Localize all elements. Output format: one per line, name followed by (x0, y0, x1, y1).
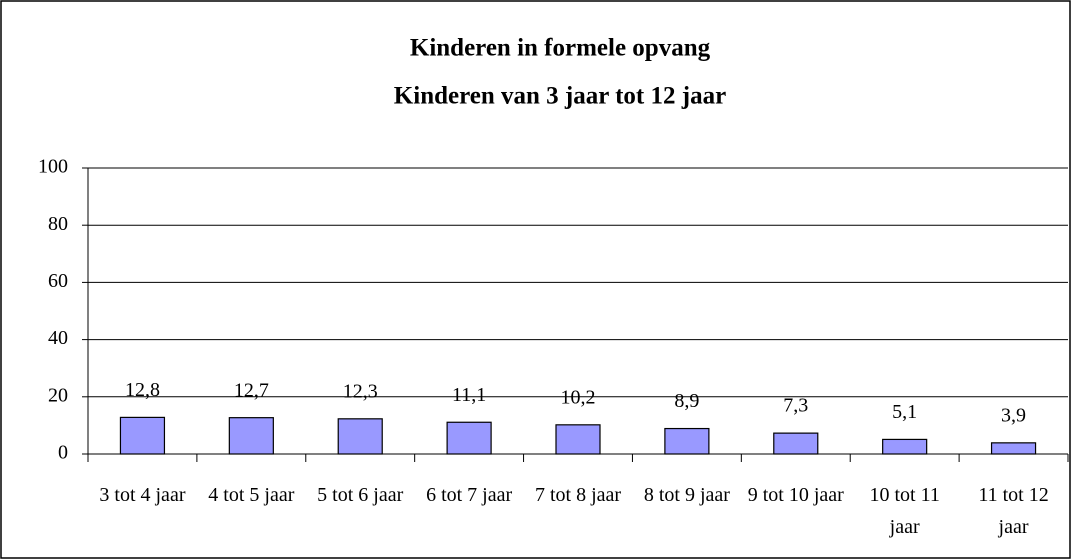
bar (446, 421, 492, 455)
x-tick-label: 7 tot 8 jaar (534, 484, 622, 506)
value-label: 3,9 (1001, 404, 1026, 426)
value-label: 5,1 (892, 401, 917, 423)
value-label: 11,1 (452, 384, 486, 406)
value-label: 12,3 (343, 380, 378, 402)
x-tick-label: 9 tot 10 jaar (747, 484, 844, 506)
bar (773, 432, 819, 455)
x-tick-label: 4 tot 5 jaar (208, 484, 295, 506)
x-tick-label: 5 tot 6 jaar (317, 484, 404, 506)
value-label: 7,3 (783, 395, 808, 417)
value-label: 12,8 (125, 379, 160, 401)
value-label: 12,7 (234, 379, 269, 401)
chart-subtitle: Kinderen van 3 jaar tot 12 jaar (394, 83, 726, 110)
x-tick-label: 10 tot 11 jaar (869, 484, 940, 538)
bar (337, 418, 383, 455)
x-tick-label: 3 tot 4 jaar (99, 484, 186, 506)
y-tick-label: 80 (48, 213, 68, 235)
value-label: 10,2 (561, 386, 596, 408)
y-tick-label: 20 (48, 384, 68, 406)
bar (664, 427, 710, 455)
y-tick-label: 100 (38, 156, 68, 178)
bar (990, 442, 1037, 455)
x-tick-label: 6 tot 7 jaar (426, 484, 513, 506)
chart-title: Kinderen in formele opvang (410, 35, 711, 62)
bar (228, 417, 274, 455)
bar (555, 424, 601, 455)
y-tick-label: 0 (58, 442, 68, 464)
y-tick-label: 60 (48, 270, 68, 292)
y-tick-label: 40 (48, 327, 68, 349)
x-tick-label: 8 tot 9 jaar (643, 484, 730, 506)
value-label: 8,9 (674, 390, 699, 412)
bar (119, 416, 166, 455)
bar (882, 438, 928, 455)
x-tick-label: 11 tot 12 jaar (978, 484, 1049, 538)
